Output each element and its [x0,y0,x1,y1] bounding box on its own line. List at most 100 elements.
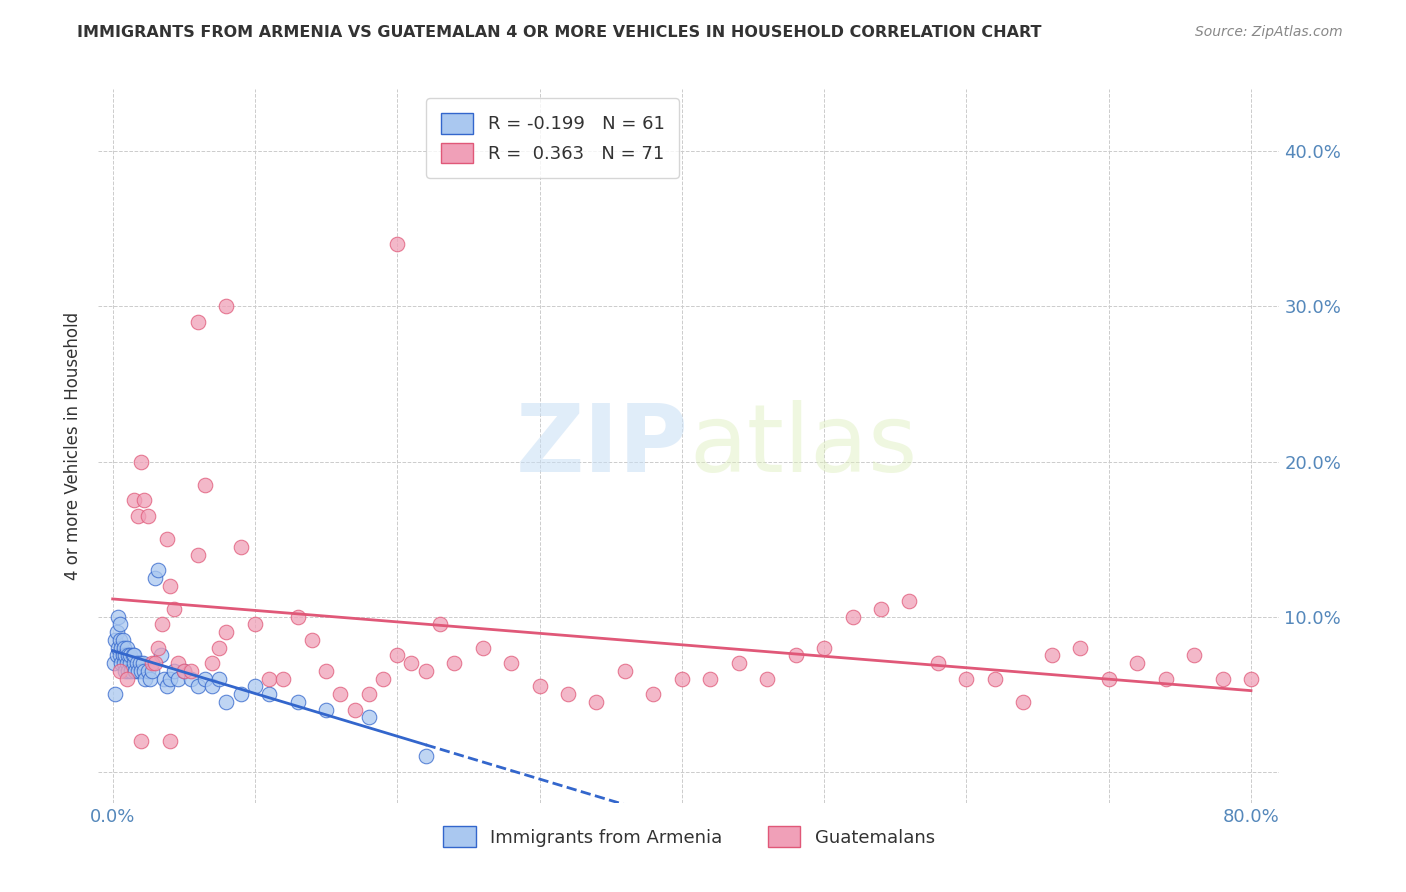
Point [415,664,437,678]
Point [143,571,166,585]
Point [357,687,380,701]
Point [699,672,721,686]
Point [115,656,138,670]
Point [813,640,835,655]
Point [180,672,202,686]
Point [499,656,522,670]
Point [180,664,202,678]
Point [112,656,135,670]
Point [127,664,149,678]
Point [201,680,224,694]
Point [156,680,179,694]
Point [984,672,1007,686]
Point [208,672,231,686]
Point [148,640,170,655]
Point [108,632,131,647]
Text: Source: ZipAtlas.com: Source: ZipAtlas.com [1195,25,1343,39]
Point [1040,648,1063,663]
Point [613,664,636,678]
Point [471,640,494,655]
Point [243,617,266,632]
Point [387,648,409,663]
Point [287,695,309,709]
Point [727,656,749,670]
Point [315,664,337,678]
Point [122,493,145,508]
Point [371,672,394,686]
Point [756,672,779,686]
Point [115,672,138,686]
Point [103,656,125,670]
Point [156,532,179,546]
Point [124,664,146,678]
Point [159,672,181,686]
Point [955,672,977,686]
Point [108,664,131,678]
Point [287,609,309,624]
Point [1154,672,1177,686]
Point [122,648,145,663]
Point [107,640,129,655]
Text: atlas: atlas [689,400,917,492]
Point [1212,672,1234,686]
Point [301,632,323,647]
Point [1240,672,1263,686]
Point [128,656,150,670]
Point [127,508,149,523]
Point [401,656,423,670]
Point [1098,672,1121,686]
Point [173,664,195,678]
Point [443,656,465,670]
Point [201,656,224,670]
Point [585,695,607,709]
Point [215,625,238,640]
Point [141,656,163,670]
Point [132,664,155,678]
Point [118,648,141,663]
Point [898,594,921,608]
Point [132,493,155,508]
Point [138,672,160,686]
Point [148,563,170,577]
Point [273,672,295,686]
Point [429,617,451,632]
Point [257,687,280,701]
Point [167,672,190,686]
Point [129,664,152,678]
Point [163,602,186,616]
Point [110,640,132,655]
Point [159,579,181,593]
Point [187,680,209,694]
Y-axis label: 4 or more Vehicles in Household: 4 or more Vehicles in Household [65,312,83,580]
Point [529,680,551,694]
Point [104,687,127,701]
Point [136,508,159,523]
Point [107,609,129,624]
Point [243,680,266,694]
Point [129,733,152,747]
Point [1012,695,1035,709]
Point [112,640,135,655]
Point [343,703,366,717]
Point [141,664,163,678]
Point [115,640,138,655]
Point [152,617,174,632]
Point [167,656,190,670]
Point [118,656,141,670]
Text: ZIP: ZIP [516,400,689,492]
Point [208,640,231,655]
Point [194,477,217,491]
Point [105,648,128,663]
Legend: Immigrants from Armenia, Guatemalans: Immigrants from Armenia, Guatemalans [436,819,942,855]
Point [173,664,195,678]
Point [557,687,579,701]
Point [104,632,127,647]
Point [105,625,128,640]
Point [120,664,142,678]
Point [125,656,148,670]
Point [1126,656,1149,670]
Point [415,749,437,764]
Point [357,710,380,724]
Point [117,664,139,678]
Point [194,672,217,686]
